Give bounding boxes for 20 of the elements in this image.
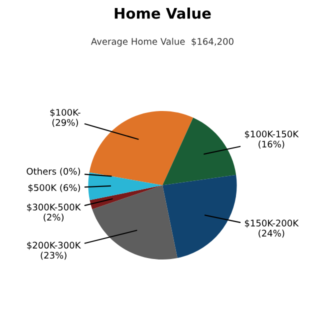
pie-slice <box>88 172 162 200</box>
slice-label: $200K-300K <box>27 242 81 250</box>
data-label: (23%) <box>40 252 66 260</box>
pie-slice <box>162 174 237 258</box>
pie-slice <box>89 110 194 186</box>
legend-label: Others (0%) <box>26 168 80 176</box>
pie-slice <box>92 185 178 260</box>
slice-label: $100K-150K <box>244 130 299 139</box>
data-label: (29%) <box>52 118 78 127</box>
pie-slice <box>162 118 236 186</box>
pie-slice <box>90 185 162 210</box>
slice-label: $500K (6%) <box>28 184 80 192</box>
data-label: (24%) <box>258 230 284 238</box>
slice-label: $150K-200K <box>244 220 299 228</box>
chart-title: Home Value <box>114 8 211 19</box>
slice-label: $100K- <box>50 108 80 117</box>
slice-label: $300K-500K <box>27 204 81 212</box>
chart-subtitle: Average Home Value $164,200 <box>91 38 234 47</box>
data-label: (16%) <box>258 140 284 149</box>
data-label: (2%) <box>44 214 64 222</box>
